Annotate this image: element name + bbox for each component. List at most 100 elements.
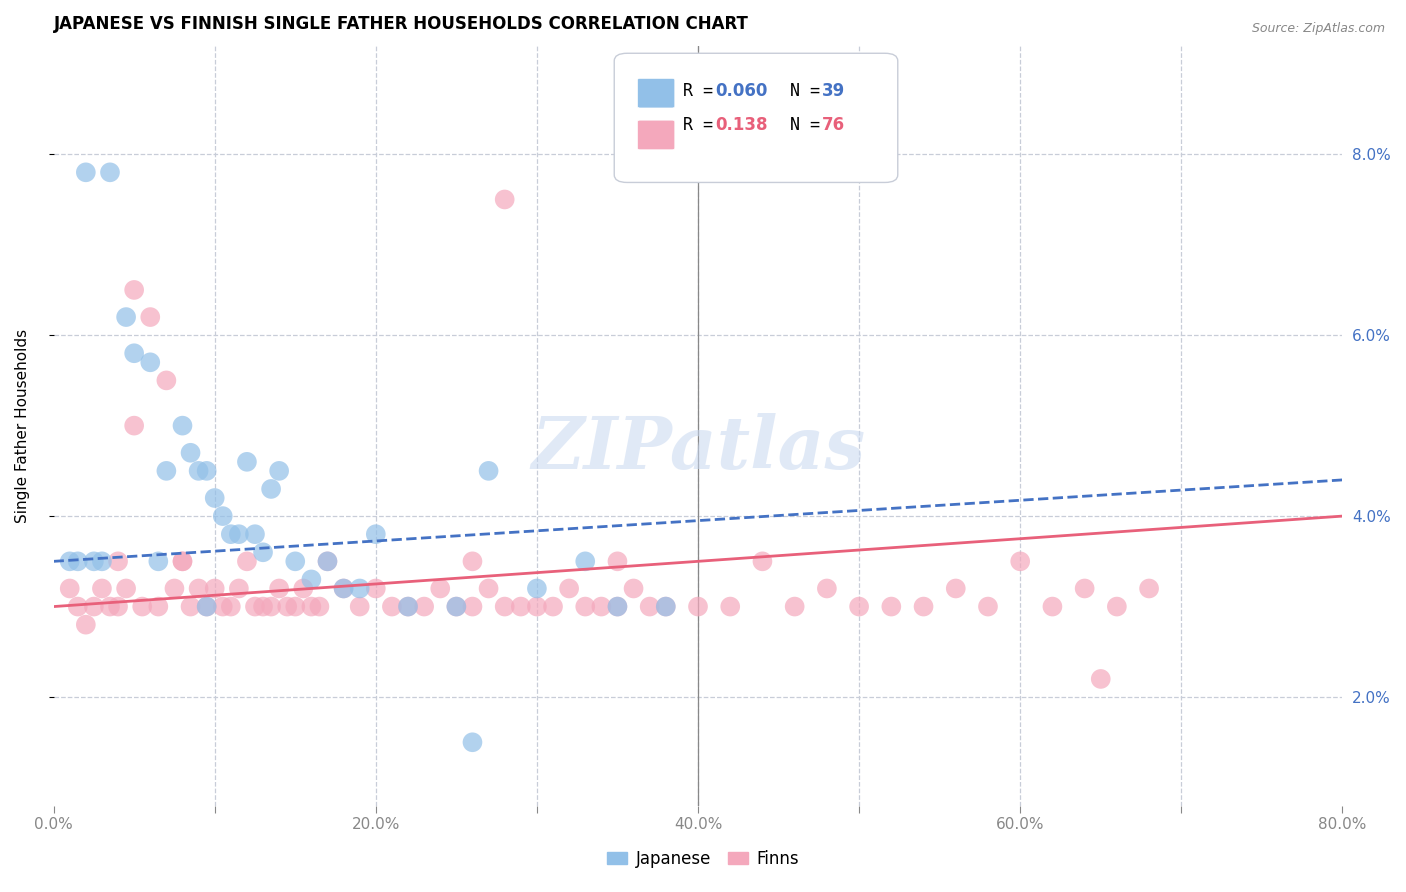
- Point: [574, 554, 596, 568]
- Text: JAPANESE VS FINNISH SINGLE FATHER HOUSEHOLDS CORRELATION CHART: JAPANESE VS FINNISH SINGLE FATHER HOUSEH…: [53, 15, 748, 33]
- Point: [236, 455, 259, 469]
- Point: [195, 599, 218, 614]
- Point: [413, 599, 436, 614]
- Point: [461, 735, 484, 749]
- Point: [219, 599, 242, 614]
- Text: 76: 76: [821, 117, 845, 135]
- Point: [260, 482, 283, 496]
- Point: [155, 464, 177, 478]
- Point: [1090, 672, 1112, 686]
- Point: [122, 418, 145, 433]
- Point: [541, 599, 564, 614]
- Point: [187, 582, 209, 596]
- Point: [163, 582, 186, 596]
- Point: [115, 582, 138, 596]
- Point: [269, 582, 291, 596]
- Point: [381, 599, 404, 614]
- Point: [172, 554, 194, 568]
- Point: [880, 599, 903, 614]
- Point: [276, 599, 298, 614]
- Point: [91, 554, 114, 568]
- Point: [815, 582, 838, 596]
- Point: [91, 582, 114, 596]
- Point: [349, 582, 371, 596]
- Point: [945, 582, 967, 596]
- Point: [155, 373, 177, 387]
- Point: [461, 599, 484, 614]
- Point: [1042, 599, 1064, 614]
- Point: [396, 599, 419, 614]
- Point: [429, 582, 451, 596]
- Point: [332, 582, 354, 596]
- Point: [228, 527, 250, 541]
- Point: [396, 599, 419, 614]
- Point: [494, 193, 516, 207]
- Text: 0.060: 0.060: [714, 82, 768, 100]
- Point: [172, 418, 194, 433]
- Point: [98, 165, 121, 179]
- Point: [461, 554, 484, 568]
- Point: [115, 310, 138, 324]
- Point: [269, 464, 291, 478]
- Point: [623, 582, 645, 596]
- Point: [574, 599, 596, 614]
- Point: [107, 599, 129, 614]
- Point: [494, 599, 516, 614]
- Text: N =: N =: [770, 117, 830, 135]
- Point: [252, 545, 274, 559]
- Point: [243, 599, 266, 614]
- Point: [122, 346, 145, 360]
- Point: [316, 554, 339, 568]
- Point: [284, 599, 307, 614]
- Point: [509, 599, 531, 614]
- Point: [349, 599, 371, 614]
- Point: [526, 582, 548, 596]
- Point: [977, 599, 1000, 614]
- Point: [446, 599, 468, 614]
- Point: [107, 554, 129, 568]
- Point: [236, 554, 259, 568]
- Point: [1073, 582, 1095, 596]
- Point: [204, 582, 226, 596]
- Text: 0.138: 0.138: [714, 117, 768, 135]
- Point: [83, 599, 105, 614]
- Point: [139, 355, 162, 369]
- Point: [364, 527, 387, 541]
- Point: [211, 509, 233, 524]
- Point: [316, 554, 339, 568]
- Point: [59, 582, 82, 596]
- Point: [332, 582, 354, 596]
- Point: [148, 599, 170, 614]
- Point: [204, 491, 226, 505]
- Point: [446, 599, 468, 614]
- Legend: Japanese, Finns: Japanese, Finns: [600, 844, 806, 875]
- Point: [655, 599, 678, 614]
- Point: [252, 599, 274, 614]
- Point: [187, 464, 209, 478]
- Point: [308, 599, 330, 614]
- Point: [122, 283, 145, 297]
- Point: [591, 599, 613, 614]
- Text: N =: N =: [770, 82, 830, 100]
- Point: [751, 554, 773, 568]
- Point: [848, 599, 870, 614]
- Point: [1137, 582, 1160, 596]
- FancyBboxPatch shape: [614, 54, 898, 183]
- Point: [606, 554, 628, 568]
- Text: R =: R =: [682, 117, 723, 135]
- Point: [299, 573, 322, 587]
- Point: [558, 582, 581, 596]
- Point: [783, 599, 806, 614]
- Point: [66, 554, 89, 568]
- Point: [526, 599, 548, 614]
- Point: [638, 599, 661, 614]
- Point: [1105, 599, 1128, 614]
- Point: [75, 165, 97, 179]
- FancyBboxPatch shape: [637, 78, 675, 108]
- Point: [477, 464, 499, 478]
- Point: [219, 527, 242, 541]
- Point: [180, 599, 202, 614]
- Point: [260, 599, 283, 614]
- Point: [195, 599, 218, 614]
- Point: [299, 599, 322, 614]
